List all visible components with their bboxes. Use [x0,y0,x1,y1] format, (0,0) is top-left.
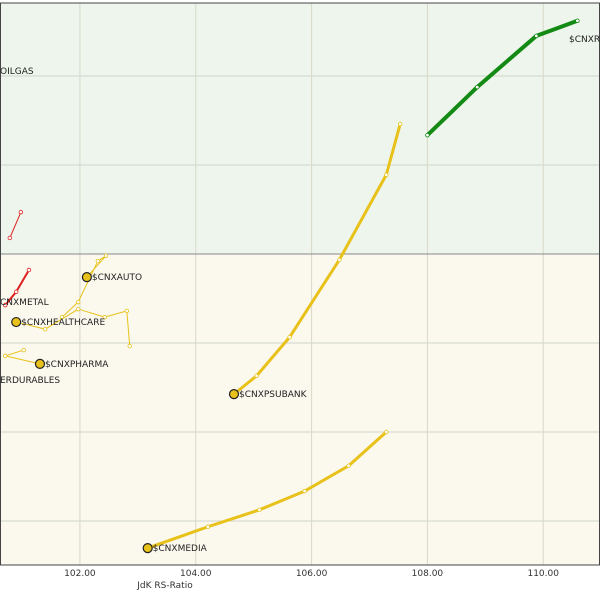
tail-point [254,373,259,379]
head-marker [34,358,46,369]
series-label: $CNXMEDIA [153,544,208,554]
quadrant-bottom [0,254,600,565]
quadrant-top [0,3,600,254]
tail-point [337,257,342,262]
tail-point [18,209,24,215]
tail-point [302,488,307,494]
series-label: OILGAS [0,67,34,77]
tail-point [103,253,109,258]
tail-point [287,334,292,340]
tail-point [42,326,48,332]
x-axis-label: JdK RS-Ratio [136,581,193,591]
tail-point [384,429,389,435]
tail-point [534,33,539,39]
series-label: CNXMETAL [0,298,49,308]
tail-point [127,343,132,349]
tail-line [146,430,388,550]
head-marker [142,542,153,554]
x-tick-label: 106.00 [296,569,328,579]
background [0,2,600,566]
head-marker [11,316,22,328]
tail-point [346,463,351,468]
tail-point [397,121,403,127]
tail-point [575,18,580,23]
tail-point [75,299,81,305]
tail-point [21,347,26,353]
tail-point [384,172,389,177]
tail-point [102,314,108,320]
tail-point [425,132,430,138]
series-label: $CNXPSUBANK [239,390,308,400]
series-label: $CNXAUTO [92,273,142,283]
x-tick-label: 110.00 [527,569,559,579]
x-tick-label: 108.00 [412,569,444,579]
x-tick-label: 102.00 [64,569,96,579]
tail-point [14,289,19,294]
tail-point [124,308,130,314]
head-marker [81,272,92,283]
series-label: ERDURABLES [0,376,60,386]
tail-point [95,258,101,264]
tail-point [257,507,262,513]
tail-point [3,302,8,308]
head-marker [228,389,240,400]
x-tick-label: 104.00 [180,569,212,579]
tail-point [75,306,81,312]
tail-point [205,524,211,529]
series-label: $CNXPHARMA [45,360,109,370]
tail-point [26,267,32,273]
tail-line [425,18,580,138]
series-label: $CNXHEALTHCARE [21,318,105,328]
tail-point [3,353,8,359]
series-label: $CNXR [569,35,600,45]
tail-point [7,235,13,241]
tail-point [475,84,480,90]
